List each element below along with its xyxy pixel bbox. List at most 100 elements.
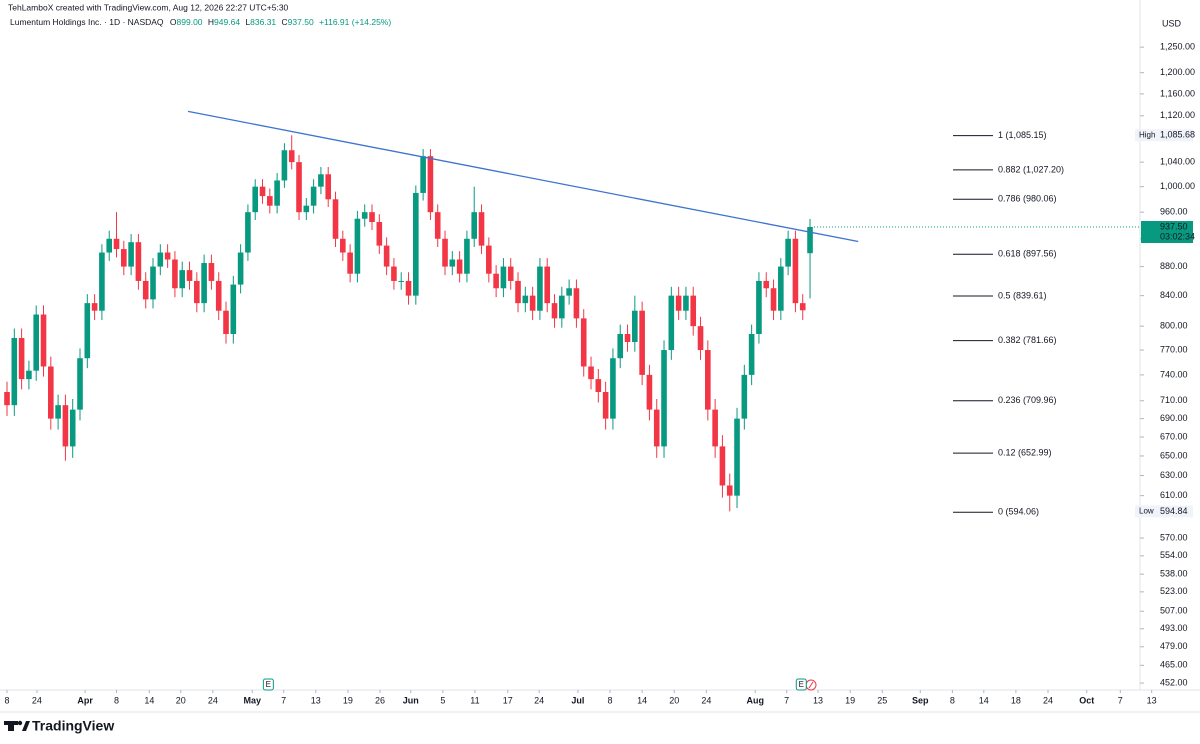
y-tick-label: 1,200.00 [1160,67,1195,77]
x-tick-label: Jul [571,695,584,705]
candle-body [595,379,602,393]
candle-body [208,263,215,281]
candle-body [580,318,587,367]
candle-body [237,252,244,285]
candle-body [588,366,594,380]
candle-body [624,334,631,342]
candle-body [792,238,799,304]
dividend-flag [805,679,817,691]
candle-body [121,249,127,267]
candle-body [172,259,178,289]
candle-body [186,270,193,281]
candle-body [135,242,142,281]
x-tick-label: 8 [607,695,612,705]
y-tick-label: 670.00 [1160,431,1188,441]
candle-body [318,174,324,187]
x-tick-label: May [244,695,262,705]
candle-body [507,266,514,281]
candle-body [281,150,288,181]
candle-body [274,180,280,206]
legend-change: +116.91 (+14.25%) [319,17,391,27]
fib-label: 0.786 (980.06) [998,194,1057,204]
candle-body [719,446,726,486]
x-tick-label: 14 [637,695,647,705]
candle-body [223,310,229,335]
candle-body [259,186,266,197]
y-tick-label: 610.00 [1160,490,1188,500]
candle-body [537,266,543,311]
y-tick-label: 493.00 [1160,623,1188,633]
candle-body [303,205,310,213]
candle-body [559,295,565,319]
candle-body [551,303,558,319]
x-tick-label: Aug [747,695,765,705]
legend-key: C [282,17,288,27]
candle-body [668,295,675,351]
candle-body [157,252,164,267]
candle-body [245,212,251,253]
x-tick-label: 8 [950,695,955,705]
event-label: E [266,680,271,689]
candle-body [11,337,18,406]
legend-row: Lumentum Holdings Inc. · 1D · NASDAQ O89… [10,17,391,27]
candle-body [361,212,368,219]
candle-body [705,350,711,410]
event-icon [795,678,807,691]
last-price-badge [1141,221,1193,244]
candle-body [369,212,375,223]
candle-body [230,284,237,335]
candle-body [215,280,222,311]
candle-body [748,334,755,375]
fib-label: 1 (1,085.15) [998,130,1047,140]
candle-body [573,288,580,319]
x-tick-label: 20 [176,695,186,705]
y-tick-label: 465.00 [1160,660,1188,670]
candle-body [763,280,770,289]
candle-body [778,266,784,311]
candle-body [471,212,478,239]
y-tick-label: 570.00 [1160,532,1188,542]
candle-body [566,288,572,296]
candle-body [150,266,156,300]
candle-body [602,392,609,419]
y-tick-label: 1,120.00 [1160,110,1195,120]
x-tick-label: 7 [1118,695,1123,705]
price-marker-label: High [1139,130,1155,139]
candle-body [478,212,485,246]
candle-body [40,314,47,367]
logo-text: TradingView [32,718,114,734]
price-marker-bg [1135,505,1193,518]
x-tick-label: Apr [77,695,93,705]
candle-body [26,370,32,380]
countdown-label: 03:02:34 [1160,231,1195,241]
candle-body [653,409,660,447]
x-tick-label: Jun [403,695,419,705]
candle-body [799,303,806,311]
candle-body [33,314,40,371]
candle-body [142,280,149,300]
candle-body [4,392,10,406]
x-tick-label: 14 [144,695,154,705]
candle-body [544,266,551,304]
x-tick-label: 24 [534,695,544,705]
y-tick-label: 523.00 [1160,586,1188,596]
candle-body [617,334,624,359]
x-tick-label: 7 [784,695,789,705]
candle-body [697,326,704,351]
y-tick-label: 630.00 [1160,470,1188,480]
candle-body [442,238,448,267]
fib-label: 0.5 (839.61) [998,290,1047,300]
event-icon [262,678,274,691]
y-tick-label: 880.00 [1160,261,1188,271]
logo: TradingView [4,718,114,734]
trendline [187,110,859,243]
y-tick-label: 1,250.00 [1160,42,1195,52]
candle-body [427,156,434,213]
candle-body [325,174,332,200]
candle-body [62,405,69,447]
x-tick-label: 19 [343,695,353,705]
x-tick-label: 13 [813,695,823,705]
fib-label: 0 (594.06) [998,507,1039,517]
legend-value: 899.00 [177,17,203,27]
